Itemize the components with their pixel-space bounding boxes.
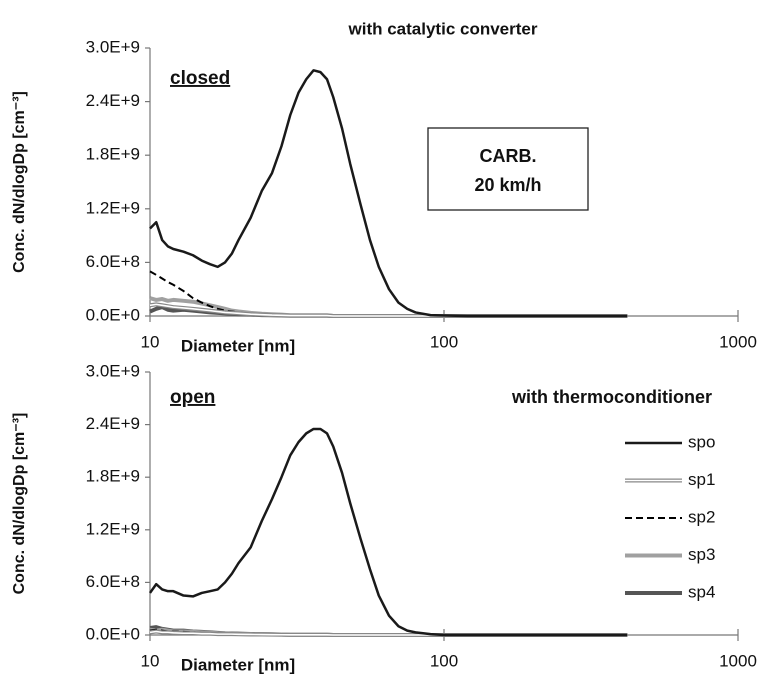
annotation-box	[427, 127, 589, 211]
series-line	[149, 270, 628, 317]
x-tick-label: 1000	[719, 332, 757, 351]
x-tick-label: 1000	[719, 651, 757, 670]
annotation: CARB.	[480, 146, 537, 166]
y-axis-title: Conc. dN/dlogDp [cm⁻³]	[11, 91, 28, 273]
y-tick-label: 2.4E+9	[86, 414, 140, 433]
legend-label: sp2	[688, 507, 715, 526]
x-tick-label: 100	[430, 332, 458, 351]
y-tick-label: 3.0E+9	[86, 37, 140, 56]
chart-title: with catalytic converter	[348, 19, 538, 38]
y-tick-label: 6.0E+8	[86, 252, 140, 271]
annotation: with thermoconditioner	[511, 387, 712, 407]
y-tick-label: 1.8E+9	[86, 145, 140, 164]
x-axis-title: Diameter [nm]	[181, 336, 295, 355]
series-line	[149, 630, 628, 636]
x-tick-label: 10	[141, 332, 160, 351]
legend-label: sp3	[688, 545, 715, 564]
annotation: 20 km/h	[474, 175, 541, 195]
series-line	[149, 69, 628, 318]
y-tick-label: 1.2E+9	[86, 198, 140, 217]
series-line	[149, 303, 628, 317]
annotation: closed	[170, 68, 230, 89]
annotation: open	[170, 387, 215, 408]
legend-label: spo	[688, 432, 715, 451]
y-tick-label: 1.2E+9	[86, 519, 140, 538]
x-tick-label: 100	[430, 651, 458, 670]
y-tick-label: 6.0E+8	[86, 572, 140, 591]
legend-label: sp1	[688, 470, 715, 489]
y-tick-label: 0.0E+0	[86, 305, 140, 324]
series-line	[148, 427, 628, 637]
x-tick-label: 10	[141, 651, 160, 670]
y-tick-label: 0.0E+0	[86, 624, 140, 643]
y-tick-label: 1.8E+9	[86, 467, 140, 486]
y-tick-label: 2.4E+9	[86, 91, 140, 110]
y-axis-title: Conc. dN/dlogDp [cm⁻³]	[11, 413, 28, 595]
y-tick-label: 3.0E+9	[86, 361, 140, 380]
legend-label: sp4	[688, 582, 715, 601]
x-axis-title: Diameter [nm]	[181, 655, 295, 674]
